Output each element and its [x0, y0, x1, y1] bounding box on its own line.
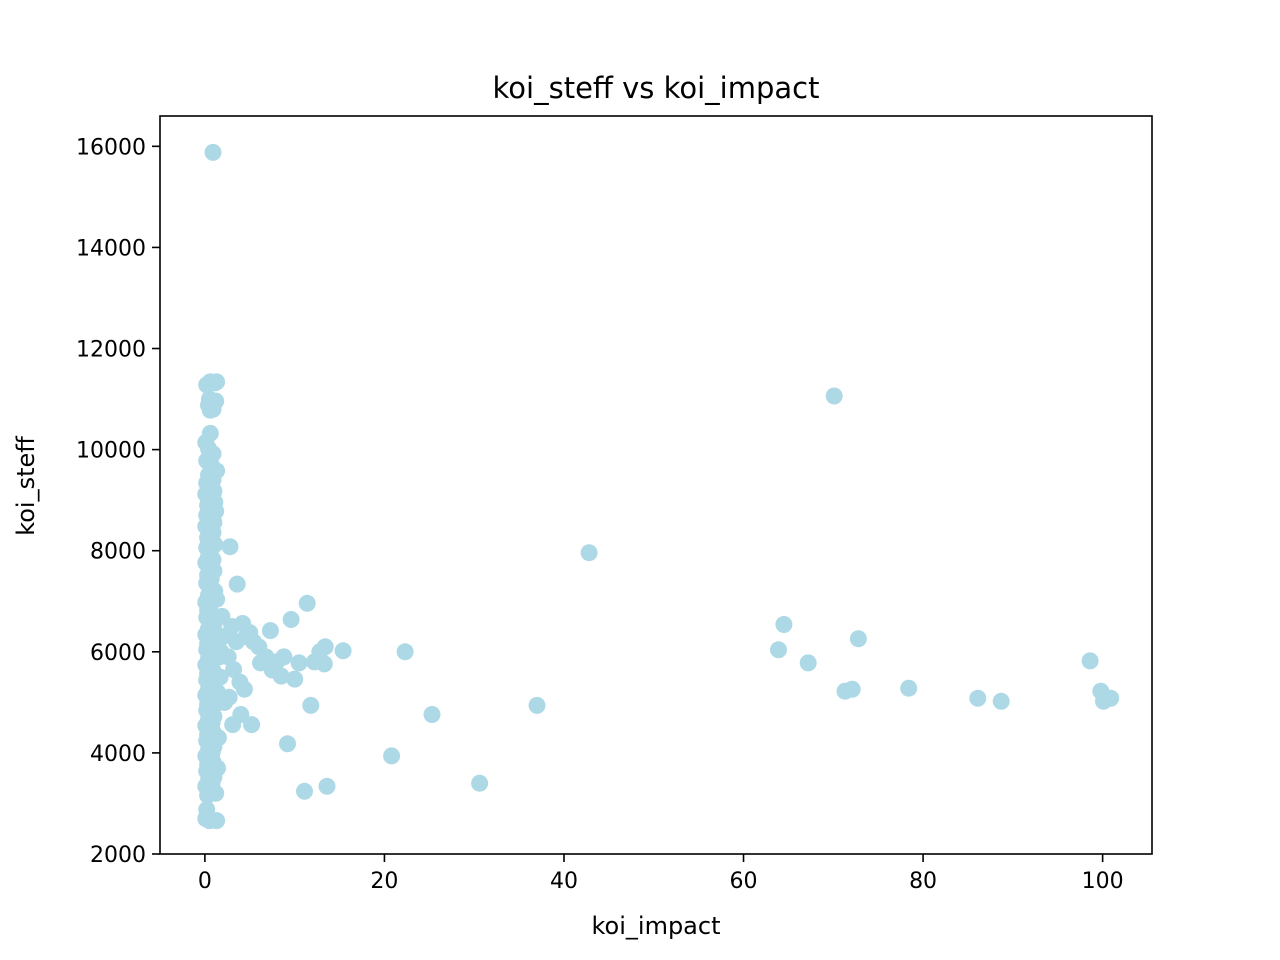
data-point: [204, 400, 222, 418]
data-point: [290, 654, 308, 672]
x-tick-label: 60: [730, 869, 758, 894]
data-point: [799, 654, 817, 672]
data-point: [775, 616, 793, 633]
x-tick-label: 0: [198, 869, 212, 894]
x-tick-label: 20: [370, 869, 398, 894]
data-point: [334, 642, 352, 660]
data-point: [992, 692, 1010, 710]
data-point: [208, 812, 226, 830]
y-tick-label: 16000: [76, 135, 146, 160]
data-point: [318, 777, 336, 795]
data-points: [197, 143, 1120, 830]
x-axis: 0 20 40 60 80 100: [198, 854, 1124, 894]
data-point: [243, 716, 261, 734]
data-point: [227, 633, 245, 651]
data-point: [286, 670, 304, 688]
x-tick-label: 80: [909, 869, 937, 894]
data-point: [208, 373, 226, 391]
data-point: [235, 680, 253, 698]
data-point: [396, 643, 414, 661]
y-tick-label: 10000: [76, 439, 146, 464]
data-point: [232, 706, 250, 723]
data-point: [849, 630, 867, 648]
data-point: [261, 622, 279, 640]
data-point: [528, 696, 546, 714]
data-point: [223, 618, 241, 635]
data-point: [315, 655, 333, 673]
chart-title: koi_steff vs koi_impact: [493, 71, 820, 105]
data-point: [580, 544, 598, 562]
data-point: [770, 641, 787, 659]
plot-frame: [159, 115, 1153, 855]
data-point: [423, 706, 441, 723]
data-point: [275, 648, 293, 666]
x-tick-label: 100: [1082, 869, 1124, 894]
y-tick-label: 4000: [90, 742, 146, 767]
data-point: [316, 638, 334, 656]
data-point: [471, 774, 489, 792]
y-tick-label: 8000: [90, 540, 146, 565]
data-point: [220, 688, 238, 706]
data-point: [225, 661, 243, 678]
y-axis: 2000 4000 6000 8000 10000 12000 14000 16000: [76, 135, 160, 868]
data-point: [221, 538, 239, 556]
data-point: [825, 387, 843, 405]
y-axis-title: koi_steff: [12, 436, 40, 536]
data-point: [1102, 689, 1120, 707]
data-point: [228, 575, 246, 593]
data-point: [272, 667, 290, 685]
data-point: [383, 747, 401, 765]
x-tick-label: 40: [550, 869, 578, 894]
data-point: [1081, 652, 1099, 670]
data-point: [204, 143, 222, 161]
y-tick-label: 2000: [90, 843, 146, 868]
data-point: [209, 729, 227, 747]
data-point: [211, 668, 229, 686]
y-tick-label: 12000: [76, 338, 146, 363]
data-point: [209, 759, 226, 777]
data-point: [298, 594, 316, 612]
y-tick-label: 6000: [90, 641, 146, 666]
data-point: [279, 735, 296, 753]
data-point: [207, 784, 225, 802]
data-point: [900, 679, 918, 697]
x-axis-title: koi_impact: [592, 912, 721, 940]
data-point: [843, 680, 861, 698]
data-point: [302, 696, 320, 714]
data-point: [296, 782, 313, 800]
data-point: [282, 611, 300, 628]
y-tick-label: 14000: [76, 236, 146, 261]
data-point: [969, 689, 987, 707]
